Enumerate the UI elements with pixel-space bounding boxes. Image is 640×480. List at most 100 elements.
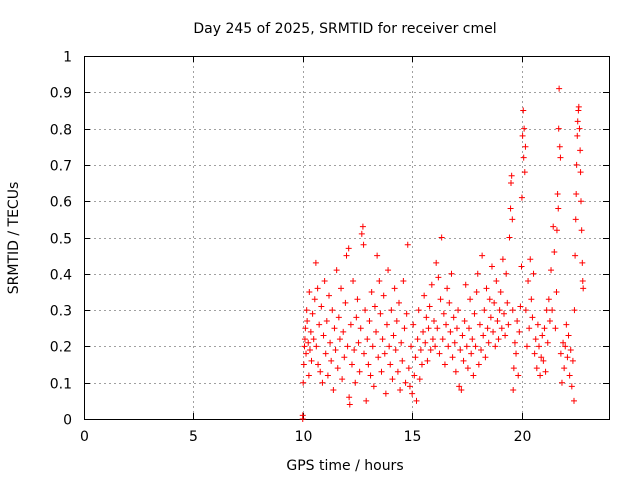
data-point: [347, 321, 354, 328]
data-point: [481, 307, 488, 314]
data-point: [324, 372, 331, 379]
data-point: [301, 343, 308, 350]
data-point: [459, 332, 466, 339]
data-point: [413, 397, 420, 404]
data-point: [555, 205, 562, 212]
data-point: [550, 223, 557, 230]
data-point: [555, 125, 562, 132]
data-point: [330, 386, 337, 393]
data-point: [575, 103, 582, 110]
data-point: [429, 336, 436, 343]
data-point: [393, 317, 400, 324]
data-point: [521, 169, 528, 176]
data-point: [482, 354, 489, 361]
data-point: [578, 227, 585, 234]
data-point: [472, 343, 479, 350]
data-point: [572, 252, 579, 259]
data-point: [468, 350, 475, 357]
data-point: [397, 386, 404, 393]
data-point: [460, 357, 467, 364]
data-point: [510, 386, 517, 393]
data-point: [406, 383, 413, 390]
data-point: [474, 270, 481, 277]
data-point: [528, 296, 535, 303]
data-point: [357, 325, 364, 332]
data-point: [346, 394, 353, 401]
data-point: [422, 339, 429, 346]
y-tick-label: 0.5: [50, 232, 72, 248]
data-point: [402, 379, 409, 386]
data-point: [409, 390, 416, 397]
data-point: [520, 107, 527, 114]
data-point: [544, 339, 551, 346]
data-point: [415, 307, 422, 314]
data-point: [412, 354, 419, 361]
data-point: [515, 372, 522, 379]
data-point: [458, 386, 465, 393]
data-point: [309, 310, 316, 317]
data-point: [424, 357, 431, 364]
data-point: [487, 314, 494, 321]
data-point: [492, 343, 499, 350]
data-point: [533, 365, 540, 372]
data-point: [553, 288, 560, 295]
data-point: [362, 307, 369, 314]
data-point: [305, 372, 312, 379]
data-point: [440, 310, 447, 317]
data-point: [516, 328, 523, 335]
data-point: [389, 376, 396, 383]
data-point: [332, 347, 339, 354]
data-point: [369, 343, 376, 350]
data-point: [577, 169, 584, 176]
data-point: [484, 325, 491, 332]
data-point: [476, 321, 483, 328]
data-point: [548, 267, 555, 274]
data-point: [545, 296, 552, 303]
data-point: [385, 267, 392, 274]
data-point: [480, 332, 487, 339]
data-point: [503, 270, 510, 277]
data-point: [519, 132, 526, 139]
data-point: [508, 172, 515, 179]
data-point: [358, 230, 365, 237]
data-point: [558, 379, 565, 386]
data-point: [491, 299, 498, 306]
data-point: [336, 336, 343, 343]
data-point: [307, 328, 314, 335]
data-point: [508, 180, 514, 187]
data-point: [302, 325, 309, 332]
data-point: [383, 321, 390, 328]
data-point: [373, 328, 380, 335]
data-point: [534, 321, 541, 328]
data-point: [378, 368, 385, 375]
data-point: [576, 125, 583, 132]
data-point: [497, 288, 504, 295]
data-point: [342, 299, 349, 306]
data-point: [540, 357, 547, 364]
data-point: [400, 278, 407, 285]
data-point: [493, 278, 500, 285]
data-point: [328, 357, 335, 364]
data-point: [443, 321, 450, 328]
data-point: [367, 372, 374, 379]
x-tick-label: 20: [514, 429, 532, 445]
data-point: [303, 350, 310, 357]
data-point: [306, 288, 313, 295]
data-point: [557, 154, 564, 161]
data-point: [300, 361, 307, 368]
data-point: [473, 288, 480, 295]
data-point: [308, 357, 315, 364]
data-point: [317, 368, 324, 375]
data-point: [398, 339, 405, 346]
data-point: [333, 267, 340, 274]
data-point: [375, 354, 382, 361]
data-point: [433, 259, 440, 266]
data-point: [370, 383, 377, 390]
y-tick-label: 0.9: [50, 86, 72, 102]
data-point: [511, 339, 518, 346]
data-point: [478, 347, 485, 354]
data-point: [363, 397, 370, 404]
data-point: [577, 147, 584, 154]
data-point: [318, 303, 325, 310]
